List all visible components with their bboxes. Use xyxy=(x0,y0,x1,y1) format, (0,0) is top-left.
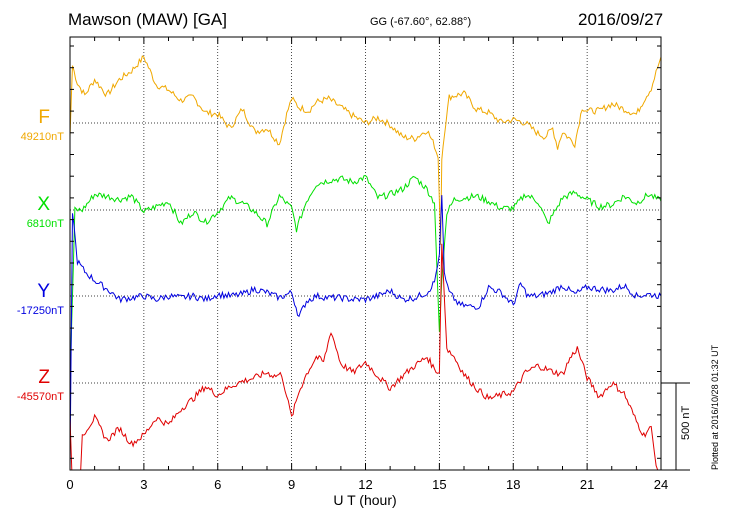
x-tick-label: 9 xyxy=(288,477,296,492)
station-title: Mawson (MAW) [GA] xyxy=(68,10,227,29)
series-label-z: Z xyxy=(38,367,50,388)
x-tick-label: 3 xyxy=(140,477,148,492)
trace-f xyxy=(69,55,662,245)
trace-y xyxy=(69,195,662,471)
series-label-f: F xyxy=(38,107,50,128)
x-tick-label: 24 xyxy=(653,477,669,492)
x-tick-label: 15 xyxy=(432,477,447,492)
x-tick-label: 0 xyxy=(66,477,74,492)
baseline-label-f: 49210nT xyxy=(20,131,64,143)
x-axis-label: U T (hour) xyxy=(333,492,397,508)
baseline-label-z: -45570nT xyxy=(16,391,64,403)
trace-x xyxy=(69,174,662,385)
x-tick-label: 6 xyxy=(214,477,222,492)
x-tick-label: 12 xyxy=(358,477,373,492)
x-tick-label: 21 xyxy=(579,477,595,492)
series-label-y: Y xyxy=(37,281,50,302)
series-label-x: X xyxy=(37,194,50,215)
x-tick-label: 18 xyxy=(506,477,521,492)
baseline-label-y: -17250nT xyxy=(16,305,64,317)
station-coordinates: GG (-67.60°, 62.88°) xyxy=(370,16,472,28)
scale-bar-label: 500 nT xyxy=(680,405,692,440)
plot-date: 2016/09/27 xyxy=(578,10,664,29)
baseline-label-x: 6810nT xyxy=(26,218,64,230)
trace-z xyxy=(69,243,661,471)
plotted-timestamp: Plotted at 2016/10/28 01:32 UT xyxy=(710,344,720,470)
